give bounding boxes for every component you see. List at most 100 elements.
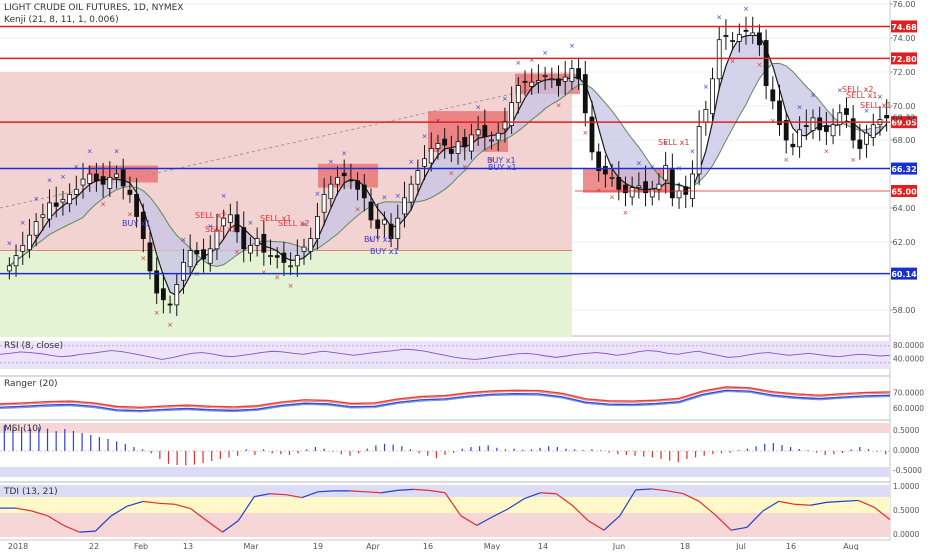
msi-pane-label: MSI (10) xyxy=(4,424,42,434)
candle-body xyxy=(201,249,206,260)
candle-body xyxy=(120,169,126,187)
tdi-segment xyxy=(63,524,80,533)
tdi-segment xyxy=(126,500,144,507)
candle-body xyxy=(408,183,414,203)
tdi-segment xyxy=(667,490,684,495)
sell-mark: × xyxy=(462,163,468,171)
candle-body xyxy=(214,229,220,250)
level-badge xyxy=(891,185,917,197)
tdi-segment xyxy=(540,492,557,495)
sell-signal-label: SELL x1 xyxy=(846,91,877,100)
sell-mark: × xyxy=(448,170,454,178)
msi-bottom-band xyxy=(0,467,890,477)
sell-mark: × xyxy=(770,117,776,125)
buy-mark: × xyxy=(341,149,347,157)
indicator-label: Kenji (21, 8, 11, 1, 0.006) xyxy=(4,15,119,25)
rsi-line xyxy=(0,348,891,360)
last-price-label: 69.32 xyxy=(893,114,916,123)
candle-body xyxy=(515,85,521,103)
candle-body xyxy=(790,143,796,148)
candle-body xyxy=(803,125,809,127)
tdi-segment xyxy=(31,510,48,517)
candle-body xyxy=(469,134,474,152)
candle-body xyxy=(107,176,113,189)
tdi-segment xyxy=(110,505,128,517)
tdi-segment xyxy=(571,504,589,522)
candle-body xyxy=(582,74,588,114)
time-tick-label: 22 xyxy=(89,542,99,550)
tdi-mid-band xyxy=(0,497,890,513)
pane-tick-label: 0.0000 xyxy=(893,446,919,455)
level-label: 65.00 xyxy=(891,188,917,197)
candle-body xyxy=(294,255,300,267)
candle-body xyxy=(301,246,307,252)
candle-body xyxy=(556,78,561,87)
tdi-segment xyxy=(826,500,843,503)
buy-mark: × xyxy=(6,239,12,247)
candle-body xyxy=(830,124,836,137)
candle-body xyxy=(167,303,173,306)
candle-body xyxy=(348,179,354,182)
sell-mark: × xyxy=(582,129,588,137)
price-tick-label: 74.00 xyxy=(893,34,916,43)
buy-mark: × xyxy=(248,219,254,227)
candle-body xyxy=(884,114,890,119)
supply-box xyxy=(318,163,378,188)
candle-body xyxy=(241,227,247,250)
candle-body xyxy=(750,32,756,36)
tdi-segment xyxy=(222,520,239,533)
tdi-segment xyxy=(873,506,891,521)
tdi-segment xyxy=(317,490,334,493)
candle-body xyxy=(328,183,334,200)
candle-body xyxy=(381,219,387,225)
tdi-segment xyxy=(524,492,541,500)
time-tick-label: 14 xyxy=(538,542,548,550)
candle-body xyxy=(770,89,776,102)
candle-body xyxy=(623,184,628,194)
buy-mark: × xyxy=(328,158,334,166)
sell-mark: × xyxy=(140,255,146,263)
ranger-blue-line-2 xyxy=(0,391,891,413)
buy-mark: × xyxy=(864,107,870,115)
time-tick-label: Mar xyxy=(243,542,259,550)
price-tick-label: 64.00 xyxy=(893,204,916,213)
sell-mark: × xyxy=(368,236,374,244)
candle-body xyxy=(27,234,32,251)
candle-body xyxy=(388,223,394,239)
candle-body xyxy=(870,124,876,138)
candle-body xyxy=(542,75,548,77)
candle-body xyxy=(823,125,829,132)
candle-body xyxy=(221,217,227,227)
candle-body xyxy=(716,39,722,80)
buy-signal-label: BUY x1 xyxy=(488,163,517,172)
price-tick-label: 70.00 xyxy=(893,102,916,111)
tdi-segment xyxy=(587,520,605,531)
sell-signal-label: SELL x1 xyxy=(260,214,291,223)
time-tick-label: 16 xyxy=(423,542,433,550)
candle-body xyxy=(757,32,762,46)
tdi-segment xyxy=(730,526,748,531)
candle-body xyxy=(643,181,648,194)
tdi-segment xyxy=(429,489,446,494)
sell-mark: × xyxy=(850,156,856,164)
sell-mark: × xyxy=(609,194,615,202)
level-badge xyxy=(891,52,917,65)
candle-body xyxy=(341,172,347,177)
time-tick-label: 19 xyxy=(313,542,323,550)
candle-body xyxy=(308,238,314,252)
tdi-segment xyxy=(270,493,287,496)
buy-mark: × xyxy=(314,190,320,198)
candle-body xyxy=(837,112,843,126)
buy-mark: × xyxy=(797,103,803,111)
candle-body xyxy=(335,176,340,185)
sell-signal-label: SELL x2 xyxy=(842,85,873,94)
candle-body xyxy=(817,117,823,131)
tdi-segment xyxy=(365,491,382,494)
sell-mark: × xyxy=(288,282,294,290)
level-label: 66.32 xyxy=(891,165,916,174)
buy-mark: × xyxy=(435,117,441,125)
buy-mark: × xyxy=(422,132,428,140)
sell-mark: × xyxy=(623,209,629,217)
candle-body xyxy=(797,129,803,148)
